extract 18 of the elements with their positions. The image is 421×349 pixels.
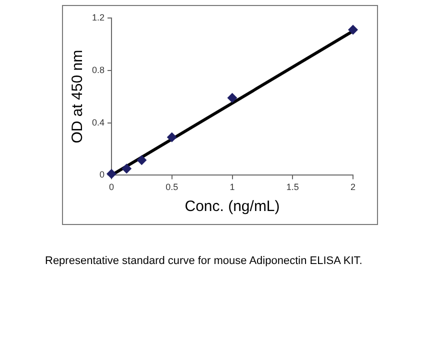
point: [227, 92, 238, 103]
x-tick-label: 1.5: [286, 182, 299, 192]
x-tick-label: 2: [350, 182, 356, 192]
point: [122, 164, 132, 174]
point: [166, 132, 177, 142]
x-tick-label: 0: [109, 182, 114, 192]
x-tick-label: 1: [230, 182, 235, 192]
y-tick-label: 0.4: [92, 117, 105, 128]
y-tick-label: 0.8: [92, 64, 105, 75]
x-axis-title: Conc. (ng/mL): [184, 198, 280, 216]
point: [136, 155, 147, 166]
y-axis-title: OD at 450 nm: [69, 50, 86, 144]
point: [106, 168, 117, 179]
y-tick-label: 1.2: [92, 12, 105, 22]
x-tick-label: 0.5: [166, 182, 178, 192]
y-tick-label: 0: [99, 170, 105, 180]
point: [348, 24, 358, 35]
text: Representative standard curve for mouse Adiponectin ELISA KIT.: [45, 254, 364, 268]
